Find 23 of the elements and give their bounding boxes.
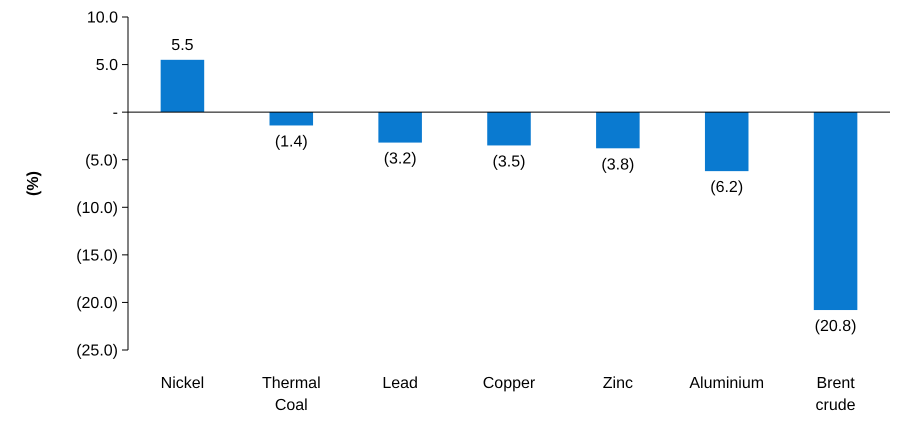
x-tick-label: Lead (382, 375, 418, 392)
y-axis-title: (%) (25, 171, 42, 196)
x-tick-label: Copper (482, 375, 536, 392)
y-tick-label: 5.0 (96, 57, 118, 74)
x-tick-label: Nickel (160, 375, 204, 392)
y-tick-label: - (112, 104, 118, 122)
x-tick-label: Thermal Coal (262, 375, 321, 414)
data-label: (1.4) (274, 133, 308, 150)
y-tick-label: (25.0) (76, 342, 118, 360)
x-tick-label: Zinc (602, 375, 633, 392)
y-tick-label: (15.0) (76, 247, 118, 264)
x-tick-label: Aluminium (689, 375, 764, 392)
data-label: 5.5 (171, 36, 194, 54)
data-label: (3.2) (384, 150, 417, 168)
data-label: (3.8) (601, 156, 634, 174)
y-tick-label: 10.0 (86, 10, 118, 27)
data-label: (3.5) (492, 153, 526, 170)
y-tick-label: (20.0) (76, 295, 118, 312)
data-label: (20.8) (814, 318, 856, 336)
data-label: (6.2) (710, 179, 744, 196)
y-tick-label: (5.0) (85, 152, 118, 170)
x-tick-label: Brent crude (816, 375, 856, 414)
y-tick-label: (10.0) (76, 200, 118, 217)
